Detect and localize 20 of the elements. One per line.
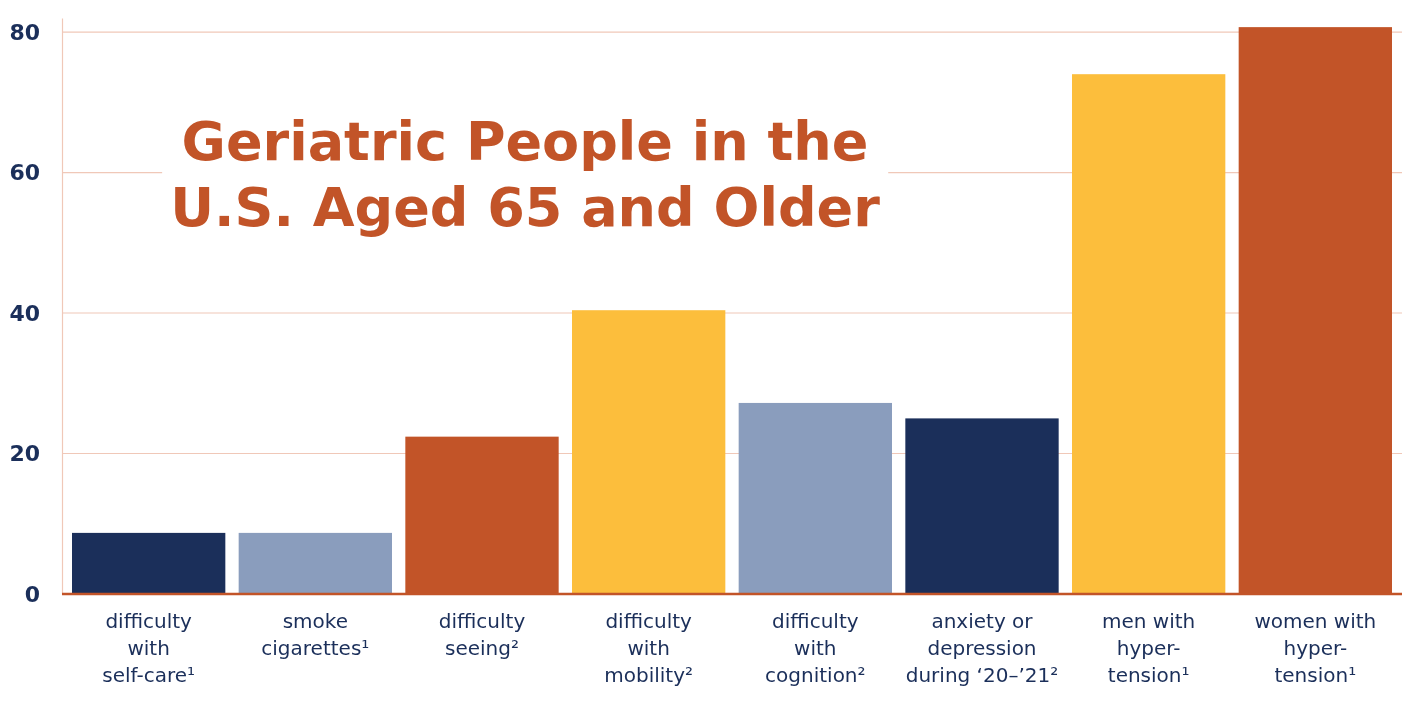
bar bbox=[905, 418, 1059, 594]
x-tick-label: difficulty with cognition² bbox=[765, 609, 866, 687]
x-tick-label: anxiety or depression during ‘20–’21² bbox=[905, 609, 1059, 687]
x-tick-label: difficulty with mobility² bbox=[604, 609, 694, 687]
text: Geriatric People in the U.S. Aged 65 and Older bbox=[170, 110, 881, 239]
bar bbox=[1072, 74, 1226, 594]
x-tick-label: smoke cigarettes¹ bbox=[261, 609, 370, 660]
x-tick-label: difficulty seeing² bbox=[438, 609, 526, 660]
y-tick-label: 40 bbox=[9, 300, 40, 326]
y-tick-label: 80 bbox=[9, 19, 40, 45]
y-tick-label: 0 bbox=[24, 581, 40, 607]
y-tick-label: 60 bbox=[9, 160, 40, 186]
y-tick-label: 20 bbox=[9, 441, 40, 467]
x-tick-label: women with hyper- tension¹ bbox=[1254, 609, 1377, 687]
x-tick-label: men with hyper- tension¹ bbox=[1102, 609, 1196, 687]
bar bbox=[572, 310, 726, 594]
x-tick-label: difficulty with self-care¹ bbox=[102, 609, 196, 687]
bar bbox=[238, 532, 392, 594]
bar bbox=[738, 402, 892, 594]
bar bbox=[72, 532, 226, 594]
